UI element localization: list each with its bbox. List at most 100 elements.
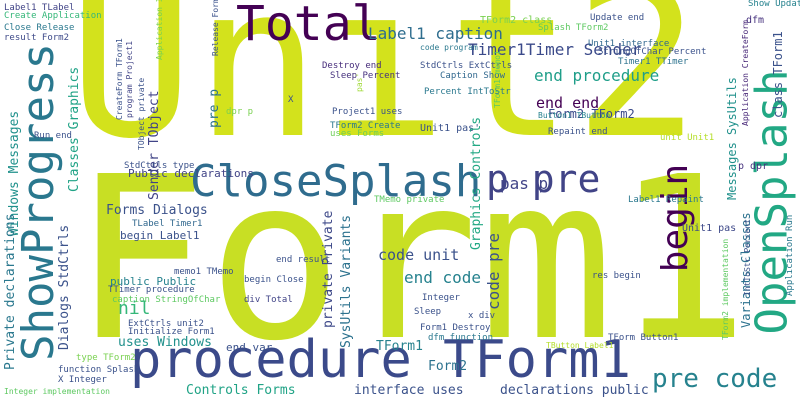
word: memo1 TMemo	[174, 267, 234, 277]
word: Forms Dialogs	[106, 203, 208, 218]
word: TLabel Timer1	[132, 219, 203, 229]
word: begin Close	[244, 275, 304, 285]
word: Application Run	[785, 214, 795, 296]
word: Form1	[72, 129, 750, 391]
word: Caption Show	[440, 71, 506, 81]
word: Close Release	[4, 23, 75, 33]
word: Timer1Timer Sender	[468, 40, 642, 59]
word: function Splash	[58, 365, 140, 375]
word: Unit1 pas'	[420, 123, 481, 134]
word: StdCtrls type	[124, 161, 195, 171]
word: begin	[655, 163, 697, 273]
word: Integer implementation	[4, 387, 110, 396]
word: TButton Label1	[546, 341, 614, 350]
word: uses Windows	[118, 335, 212, 350]
word: end code	[404, 268, 482, 287]
word: SysUtils Variants	[339, 214, 354, 348]
word: Form2 TForm2	[548, 107, 635, 121]
word: Application Initialize	[155, 0, 164, 60]
word: Splash TForm2	[538, 23, 609, 33]
word: Label1 TLabel	[4, 3, 75, 13]
word: dpr p	[226, 107, 254, 117]
word: Unit1 interface	[588, 39, 670, 49]
word: Sender TObject	[147, 90, 162, 200]
word: nil	[118, 298, 151, 319]
word: Run end	[34, 131, 72, 141]
word: public Public	[110, 275, 197, 288]
word: TForm1 memo1	[493, 50, 502, 108]
word: TForm2 class	[480, 15, 553, 26]
word: Unit1 pas	[682, 223, 737, 234]
word: p dpr	[738, 161, 769, 172]
word: Unit2	[68, 0, 701, 185]
word: Update end	[590, 13, 645, 23]
word: end result	[276, 255, 331, 265]
word: type TForm2	[76, 353, 136, 363]
word: Classes Graphics	[67, 66, 82, 192]
word: end var	[226, 341, 273, 354]
word: pre code	[652, 364, 778, 394]
word: Initialize Form1	[128, 327, 215, 337]
word: code program	[420, 43, 478, 52]
word: pas'	[355, 72, 364, 92]
word: Sleep	[414, 307, 442, 317]
word: program Project1	[125, 40, 134, 118]
word: Messages SysUtils	[725, 77, 739, 200]
word: ExtCtrls unit2	[128, 319, 204, 329]
word: dfm function	[428, 333, 494, 343]
word: CloseSplash	[190, 156, 482, 207]
word: Controls Forms	[186, 383, 296, 398]
word: StdCtrls ExtCtrls	[420, 61, 513, 71]
word: CreateForm TForm1	[115, 38, 124, 120]
word: X	[288, 95, 294, 105]
word: uses Forms	[330, 129, 385, 139]
word: x div	[468, 311, 496, 321]
word: StringOfChar Percent	[598, 47, 707, 57]
word: Graphics Controls	[469, 116, 484, 250]
word: TObject private	[137, 77, 146, 150]
word: p pre	[486, 157, 601, 201]
word: end procedure	[534, 66, 660, 85]
word: Percent IntToStr	[424, 87, 511, 97]
word: private Private	[321, 210, 336, 328]
word: procedure TForm1	[130, 330, 631, 390]
word: code pre	[484, 232, 503, 310]
word: unit Unit1	[660, 133, 715, 143]
word: X Integer	[58, 375, 107, 385]
word: Integer	[422, 293, 460, 303]
word: Form2	[428, 359, 468, 374]
word: ShowProgress	[12, 43, 64, 361]
word: end end	[536, 94, 600, 112]
word: IntToStr Percent	[743, 218, 752, 296]
word: Form1 Destroy	[420, 323, 491, 333]
word: TMemo private	[374, 195, 445, 205]
word: TForm2 implementation	[721, 238, 730, 340]
word: Sleep Percent	[330, 71, 401, 81]
word: Total	[236, 0, 381, 52]
word: Dialogs StdCtrls	[57, 224, 72, 350]
word: dfm	[746, 15, 765, 26]
word: pre p	[207, 88, 222, 128]
word: TForm2 Create	[330, 121, 401, 131]
word: Label1 caption	[368, 24, 503, 43]
word: begin Label1	[120, 229, 200, 242]
word: code unit	[378, 246, 460, 264]
word: class TForm1	[771, 31, 785, 118]
word: Release Form1	[211, 0, 220, 56]
word: div Total	[244, 295, 293, 305]
word: res begin	[592, 271, 641, 281]
word: Button1 TButton	[538, 111, 611, 120]
word: pas p	[500, 174, 549, 193]
word: caption StringOfChar	[112, 295, 221, 305]
word: Create Application	[4, 11, 102, 21]
word: result Form2	[4, 33, 70, 43]
word: Project1 uses	[332, 107, 403, 117]
word: TTimer procedure	[108, 285, 195, 295]
word: Application CreateForm	[741, 20, 750, 126]
word: TForm Button1	[608, 333, 679, 343]
word: declarations public	[500, 383, 649, 398]
word: Show Update	[748, 0, 800, 9]
word: Destroy end	[322, 61, 382, 71]
word: Public declarations	[128, 167, 254, 180]
